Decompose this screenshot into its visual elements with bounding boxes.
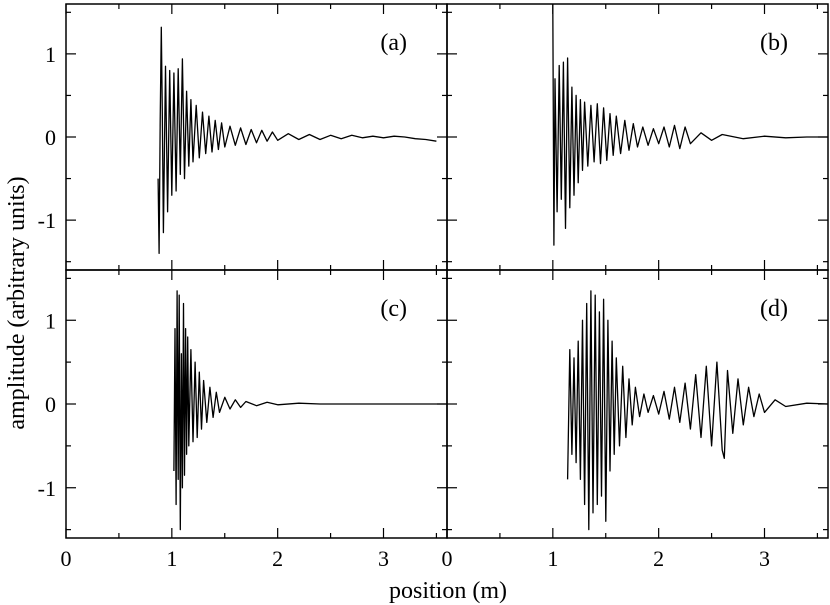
panel-label: (b) <box>760 30 788 56</box>
y-tick-label: -1 <box>38 476 56 501</box>
panel-label: (d) <box>760 296 788 322</box>
x-tick-label: 3 <box>759 546 770 571</box>
panel-4: 0 1 2 3 (d) <box>442 269 829 571</box>
x-tick-label: 1 <box>166 546 177 571</box>
panel-3: -1 0 1 0 1 2 3 (c) <box>38 269 448 571</box>
y-tick-label: 1 <box>45 42 56 67</box>
series-line-1 <box>157 26 437 255</box>
series-line-1 <box>552 3 828 246</box>
series-line-1 <box>173 290 447 531</box>
y-tick-label: 1 <box>45 308 56 333</box>
x-tick-label: 1 <box>547 546 558 571</box>
panel-label: (a) <box>380 30 407 56</box>
y-tick-label: -1 <box>38 208 56 233</box>
panel-1: -1 0 1 (a) <box>38 3 448 271</box>
y-tick-label: 0 <box>45 125 56 150</box>
panel-label: (c) <box>380 296 407 322</box>
panel-2: (b) <box>446 3 829 271</box>
x-axis-label: position (m) <box>389 578 507 604</box>
y-axis-label: amplitude (arbitrary units) <box>4 176 30 429</box>
x-tick-label: 2 <box>272 546 283 571</box>
x-tick-label: 0 <box>442 546 453 571</box>
panels-group: -1 0 1 (a) (b) -1 0 1 0 1 2 3 (c) 0 1 2 3 (d) <box>38 3 829 571</box>
x-tick-label: 3 <box>378 546 389 571</box>
x-tick-label: 2 <box>653 546 664 571</box>
y-tick-label: 0 <box>45 392 56 417</box>
x-tick-label: 0 <box>61 546 72 571</box>
series-line-1 <box>566 290 829 531</box>
